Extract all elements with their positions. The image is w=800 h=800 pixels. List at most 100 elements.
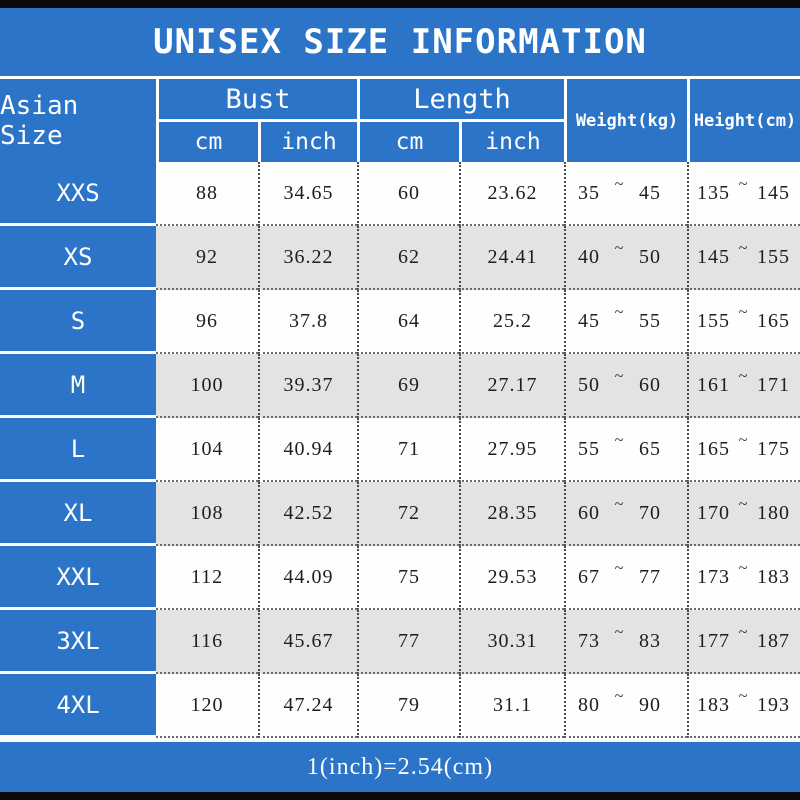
height-min: 165 xyxy=(697,437,730,460)
weight-min: 50 xyxy=(578,373,600,396)
height-max: 171 xyxy=(757,373,790,396)
weight-max: 45 xyxy=(639,181,661,204)
weight-min: 35 xyxy=(578,181,600,204)
page-title: UNISEX SIZE INFORMATION xyxy=(0,8,800,76)
header-length-inch: inch xyxy=(459,119,564,162)
header-length: Length xyxy=(357,79,564,119)
length-cm-value: 77 xyxy=(357,610,459,674)
height-range: 165 ~ 175 xyxy=(687,418,800,482)
weight-min: 60 xyxy=(578,501,600,524)
length-cm-value: 75 xyxy=(357,546,459,610)
height-min: 145 xyxy=(697,245,730,268)
tilde-glyph: ~ xyxy=(614,560,625,577)
height-min: 183 xyxy=(697,693,730,716)
bust-cm-value: 104 xyxy=(156,418,258,482)
table-body: XXS 88 34.65 60 23.62 35 ~ 45 135 ~ 145 … xyxy=(0,162,800,738)
weight-max: 70 xyxy=(639,501,661,524)
height-max: 187 xyxy=(757,629,790,652)
table-row: S 96 37.8 64 25.2 45 ~ 55 155 ~ 165 xyxy=(0,290,800,354)
size-label: L xyxy=(0,418,156,482)
weight-max: 50 xyxy=(639,245,661,268)
tilde-glyph: ~ xyxy=(738,176,749,193)
bust-cm-value: 100 xyxy=(156,354,258,418)
weight-min: 80 xyxy=(578,693,600,716)
size-label: XXS xyxy=(0,162,156,226)
bottom-black-bar xyxy=(0,792,800,800)
height-range: 177 ~ 187 xyxy=(687,610,800,674)
tilde-glyph: ~ xyxy=(614,432,625,449)
tilde-glyph: ~ xyxy=(614,240,625,257)
length-inch-value: 30.31 xyxy=(459,610,564,674)
tilde-glyph: ~ xyxy=(614,176,625,193)
bust-cm-value: 112 xyxy=(156,546,258,610)
size-label: 3XL xyxy=(0,610,156,674)
bust-inch-value: 47.24 xyxy=(258,674,357,738)
height-max: 165 xyxy=(757,309,790,332)
weight-min: 73 xyxy=(578,629,600,652)
height-max: 145 xyxy=(757,181,790,204)
bust-inch-value: 39.37 xyxy=(258,354,357,418)
tilde-glyph: ~ xyxy=(738,432,749,449)
length-inch-value: 29.53 xyxy=(459,546,564,610)
height-range: 161 ~ 171 xyxy=(687,354,800,418)
length-cm-value: 71 xyxy=(357,418,459,482)
tilde-glyph: ~ xyxy=(738,688,749,705)
bust-cm-value: 96 xyxy=(156,290,258,354)
weight-min: 45 xyxy=(578,309,600,332)
top-black-bar xyxy=(0,0,800,8)
bust-inch-value: 45.67 xyxy=(258,610,357,674)
length-cm-value: 69 xyxy=(357,354,459,418)
height-range: 183 ~ 193 xyxy=(687,674,800,738)
tilde-glyph: ~ xyxy=(738,368,749,385)
header-height-cm: Height(cm) xyxy=(687,79,800,162)
length-cm-value: 72 xyxy=(357,482,459,546)
tilde-glyph: ~ xyxy=(614,688,625,705)
table-row: L 104 40.94 71 27.95 55 ~ 65 165 ~ 175 xyxy=(0,418,800,482)
table-header: Asian Size Bust Length Weight(kg) Height… xyxy=(0,76,800,162)
header-weight-kg: Weight(kg) xyxy=(564,79,687,162)
weight-max: 65 xyxy=(639,437,661,460)
bust-inch-value: 36.22 xyxy=(258,226,357,290)
size-label: 4XL xyxy=(0,674,156,738)
size-label: M xyxy=(0,354,156,418)
bust-inch-value: 44.09 xyxy=(258,546,357,610)
length-cm-value: 62 xyxy=(357,226,459,290)
weight-range: 45 ~ 55 xyxy=(564,290,687,354)
tilde-glyph: ~ xyxy=(614,496,625,513)
height-range: 173 ~ 183 xyxy=(687,546,800,610)
weight-range: 60 ~ 70 xyxy=(564,482,687,546)
bust-inch-value: 34.65 xyxy=(258,162,357,226)
length-inch-value: 28.35 xyxy=(459,482,564,546)
bust-inch-value: 37.8 xyxy=(258,290,357,354)
table-row: XXL 112 44.09 75 29.53 67 ~ 77 173 ~ 183 xyxy=(0,546,800,610)
height-max: 193 xyxy=(757,693,790,716)
weight-max: 77 xyxy=(639,565,661,588)
height-range: 135 ~ 145 xyxy=(687,162,800,226)
length-inch-value: 23.62 xyxy=(459,162,564,226)
weight-range: 80 ~ 90 xyxy=(564,674,687,738)
height-range: 155 ~ 165 xyxy=(687,290,800,354)
length-cm-value: 60 xyxy=(357,162,459,226)
bust-cm-value: 108 xyxy=(156,482,258,546)
header-bust-inch: inch xyxy=(258,119,357,162)
height-min: 173 xyxy=(697,565,730,588)
weight-min: 67 xyxy=(578,565,600,588)
weight-range: 35 ~ 45 xyxy=(564,162,687,226)
weight-max: 55 xyxy=(639,309,661,332)
header-bust: Bust xyxy=(156,79,357,119)
length-inch-value: 25.2 xyxy=(459,290,564,354)
length-inch-value: 27.17 xyxy=(459,354,564,418)
tilde-glyph: ~ xyxy=(614,624,625,641)
weight-min: 40 xyxy=(578,245,600,268)
bust-inch-value: 40.94 xyxy=(258,418,357,482)
conversion-note: 1(inch)=2.54(cm) xyxy=(0,742,800,792)
tilde-glyph: ~ xyxy=(614,304,625,321)
tilde-glyph: ~ xyxy=(738,496,749,513)
size-label: S xyxy=(0,290,156,354)
weight-max: 83 xyxy=(639,629,661,652)
length-cm-value: 64 xyxy=(357,290,459,354)
height-min: 135 xyxy=(697,181,730,204)
weight-range: 55 ~ 65 xyxy=(564,418,687,482)
header-length-cm: cm xyxy=(357,119,459,162)
